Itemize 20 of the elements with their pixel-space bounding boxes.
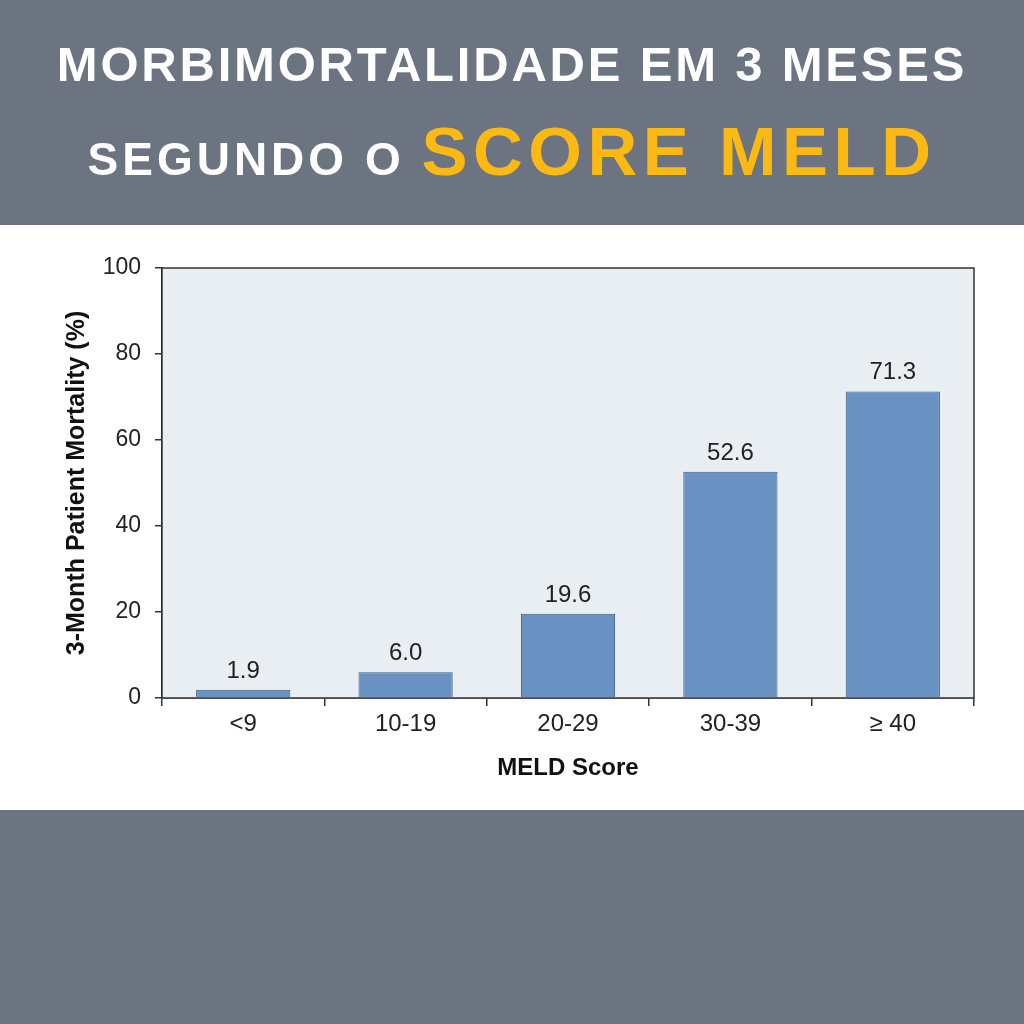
x-tick-label: 10-19 bbox=[374, 709, 437, 737]
y-tick-label: 60 bbox=[115, 425, 141, 452]
y-tick-label: 0 bbox=[128, 683, 141, 710]
data-label: 1.9 bbox=[226, 655, 260, 683]
y-tick-label: 100 bbox=[102, 253, 141, 280]
data-label: 19.6 bbox=[544, 579, 592, 607]
x-tick-label: 30-39 bbox=[699, 709, 762, 737]
data-label: 52.6 bbox=[707, 437, 754, 465]
x-tick-label: ≥ 40 bbox=[869, 709, 917, 737]
y-tick-label: 20 bbox=[115, 597, 141, 624]
x-tick-label: 20-29 bbox=[537, 709, 599, 737]
y-tick-label: 40 bbox=[115, 511, 141, 538]
data-label: 6.0 bbox=[388, 638, 423, 666]
chart-subtitle: SEGUNDO O SCORE MELD bbox=[87, 113, 937, 190]
y-tick-label: 80 bbox=[115, 339, 141, 366]
x-axis-title: MELD Score bbox=[497, 753, 639, 781]
x-tick-label: <9 bbox=[229, 709, 257, 737]
data-label: 71.3 bbox=[869, 357, 917, 385]
y-axis-title: 3-Month Patient Mortality (%) bbox=[60, 310, 89, 656]
chart-title: MORBIMORTALIDADE EM 3 MESES bbox=[55, 36, 969, 93]
